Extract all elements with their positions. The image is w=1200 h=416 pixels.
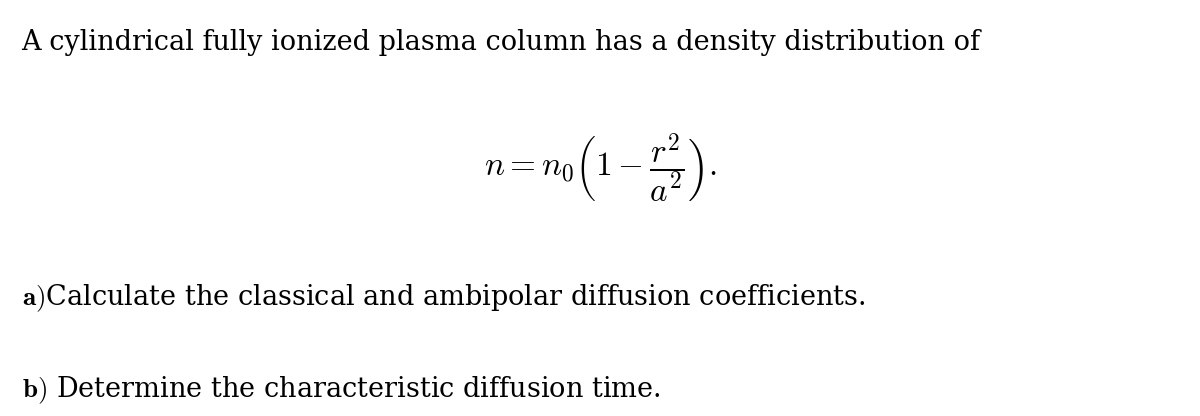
Text: A cylindrical fully ionized plasma column has a density distribution of: A cylindrical fully ionized plasma colum… <box>22 29 980 56</box>
Text: $\mathbf{b)}$ Determine the characteristic diffusion time.: $\mathbf{b)}$ Determine the characterist… <box>22 374 660 406</box>
Text: $\mathbf{a)}$Calculate the classical and ambipolar diffusion coefficients.: $\mathbf{a)}$Calculate the classical and… <box>22 283 865 314</box>
Text: $n = n_0 \left( 1 - \dfrac{r^2}{a^2} \right).$: $n = n_0 \left( 1 - \dfrac{r^2}{a^2} \ri… <box>484 131 716 206</box>
